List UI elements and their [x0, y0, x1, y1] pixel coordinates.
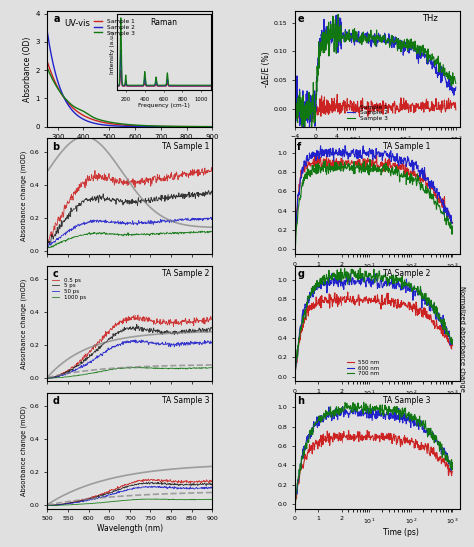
- Y-axis label: Absorbance change (mOD): Absorbance change (mOD): [20, 406, 27, 496]
- Text: e: e: [297, 14, 304, 25]
- Text: TA Sample 2: TA Sample 2: [162, 269, 209, 278]
- Text: TA Sample 1: TA Sample 1: [162, 142, 209, 151]
- Text: h: h: [297, 397, 304, 406]
- Text: b: b: [52, 142, 59, 152]
- Text: f: f: [297, 142, 301, 152]
- Text: TA Sample 3: TA Sample 3: [162, 397, 209, 405]
- Text: c: c: [52, 269, 58, 279]
- Text: TA Sample 1: TA Sample 1: [383, 142, 430, 151]
- Y-axis label: Absorbance change (mOD): Absorbance change (mOD): [20, 151, 27, 241]
- Y-axis label: -ΔE/E (%): -ΔE/E (%): [262, 51, 271, 86]
- Legend: Sample 1, Sample 2, Sample 3: Sample 1, Sample 2, Sample 3: [91, 16, 137, 38]
- X-axis label: Time (ps): Time (ps): [383, 528, 419, 537]
- Text: THz: THz: [422, 14, 438, 24]
- Text: UV-vis: UV-vis: [64, 19, 90, 28]
- Text: d: d: [52, 397, 59, 406]
- Text: Normalized absorbance change: Normalized absorbance change: [459, 286, 465, 392]
- Legend: 0.5 ps, 5 ps, 50 ps, 1000 ps: 0.5 ps, 5 ps, 50 ps, 1000 ps: [50, 275, 88, 302]
- Y-axis label: Absorbance change (mOD): Absorbance change (mOD): [20, 278, 27, 369]
- Text: g: g: [297, 269, 304, 279]
- Text: TA Sample 3: TA Sample 3: [383, 397, 430, 405]
- Text: TA Sample 2: TA Sample 2: [383, 269, 430, 278]
- Y-axis label: Absorbance (OD): Absorbance (OD): [24, 36, 33, 102]
- Legend: 550 nm, 600 nm, 700 nm: 550 nm, 600 nm, 700 nm: [345, 358, 382, 379]
- X-axis label: Wavelength (nm): Wavelength (nm): [97, 143, 163, 152]
- X-axis label: Time (ps): Time (ps): [383, 147, 419, 155]
- Legend: Sample 1, Sample 2, Sample 3: Sample 1, Sample 2, Sample 3: [345, 102, 390, 124]
- Text: a: a: [54, 14, 61, 25]
- X-axis label: Wavelength (nm): Wavelength (nm): [97, 524, 163, 533]
